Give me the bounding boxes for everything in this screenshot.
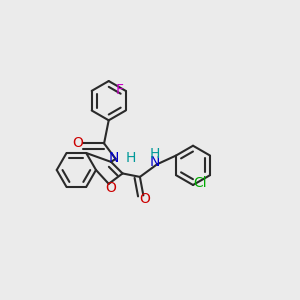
- Text: Cl: Cl: [193, 176, 207, 190]
- Text: N: N: [108, 151, 119, 165]
- Text: F: F: [115, 83, 123, 98]
- Text: N: N: [149, 155, 160, 170]
- Text: O: O: [106, 181, 116, 195]
- Text: O: O: [72, 136, 83, 150]
- Text: O: O: [139, 192, 150, 206]
- Text: H: H: [125, 151, 136, 165]
- Text: H: H: [150, 147, 160, 161]
